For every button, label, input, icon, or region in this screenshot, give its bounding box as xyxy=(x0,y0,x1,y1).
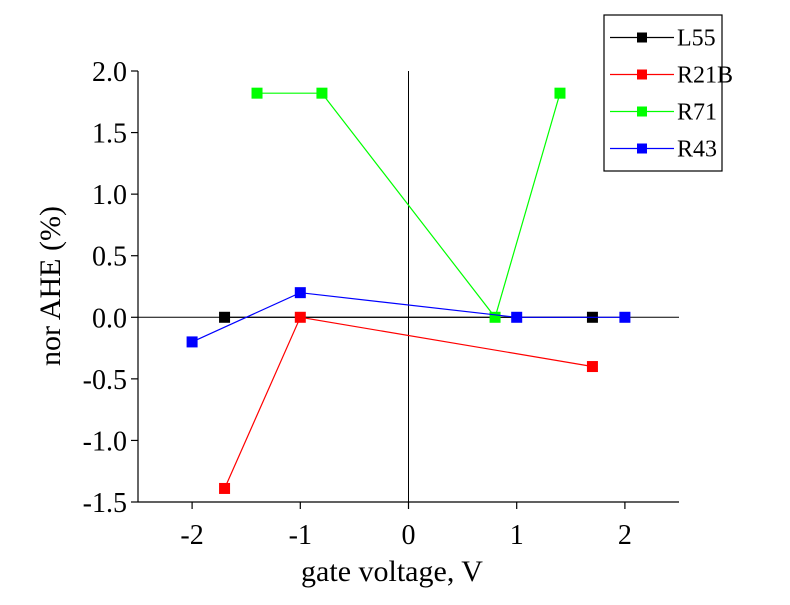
series-r71-point xyxy=(554,87,566,99)
legend-l55-label: L55 xyxy=(677,26,716,52)
y-tick-label: 2.0 xyxy=(92,57,127,88)
x-tick-label: 2 xyxy=(618,520,632,551)
x-tick-label: -1 xyxy=(289,520,312,551)
legend-r71-label: R71 xyxy=(677,100,717,126)
legend-l55-marker xyxy=(637,32,647,43)
x-tick-label: 0 xyxy=(402,520,416,551)
series-layer xyxy=(186,87,631,494)
series-r21b xyxy=(219,311,598,494)
legend: L55 R21B R71 R43 xyxy=(603,14,733,172)
y-tick-label: 1.5 xyxy=(92,119,127,150)
series-l55-point xyxy=(219,311,231,323)
y-tick-label: -0.5 xyxy=(83,365,127,396)
series-r71-point xyxy=(316,87,328,99)
y-tick-label: -1.5 xyxy=(83,488,127,519)
legend-box xyxy=(603,14,723,172)
series-r21b-point xyxy=(294,311,306,323)
legend-r21b-label: R21B xyxy=(677,63,733,89)
series-r43-point xyxy=(294,287,306,299)
series-r21b-point xyxy=(219,482,231,494)
axes: -2 -1 0 1 2 -1.5 -1.0 -0.5 0.0 0.5 1.0 1.5 2.0 xyxy=(83,57,679,551)
x-tick-label: 1 xyxy=(510,520,524,551)
series-r43-point xyxy=(511,311,523,323)
x-axis-title: gate voltage, V xyxy=(301,555,483,588)
y-tick-label: 0.0 xyxy=(92,303,127,334)
legend-r43-marker xyxy=(637,143,647,154)
y-axis-title: nor AHE (%) xyxy=(34,206,67,366)
y-tick-label: 0.5 xyxy=(92,242,127,273)
series-r71-point xyxy=(489,311,501,323)
series-r43-point xyxy=(619,311,631,323)
legend-r21b-marker xyxy=(637,69,647,80)
series-r43-line xyxy=(191,292,625,343)
series-r21b-point xyxy=(586,361,598,373)
legend-r71-marker xyxy=(637,106,647,117)
x-tick-label: -2 xyxy=(180,520,203,551)
legend-r43-label: R43 xyxy=(677,137,717,163)
series-r71-point xyxy=(251,87,263,99)
series-r43-point xyxy=(186,336,198,348)
y-tick-label: -1.0 xyxy=(83,426,127,457)
series-r43 xyxy=(186,287,631,348)
y-tick-label: 1.0 xyxy=(92,180,127,211)
series-r71 xyxy=(251,87,566,323)
series-r71-line xyxy=(257,92,561,319)
